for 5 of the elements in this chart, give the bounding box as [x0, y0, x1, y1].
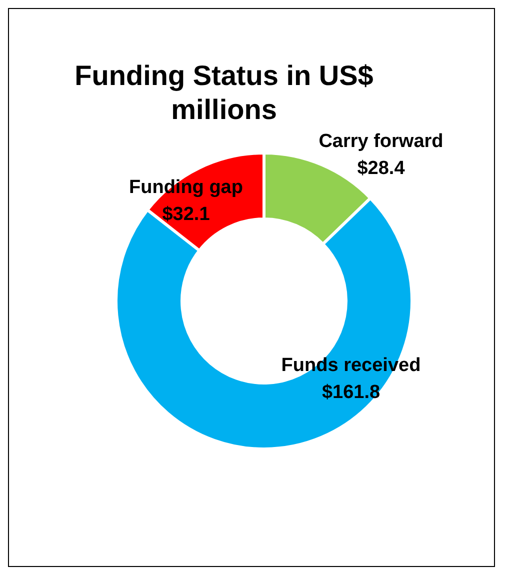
slice-label: Carry forward	[318, 131, 444, 152]
data-label: $32.1	[162, 204, 210, 225]
chart-title: Funding Status in US$ millions	[74, 59, 374, 127]
data-label: $28.4	[357, 158, 406, 179]
data-label: $161.8	[322, 382, 380, 403]
